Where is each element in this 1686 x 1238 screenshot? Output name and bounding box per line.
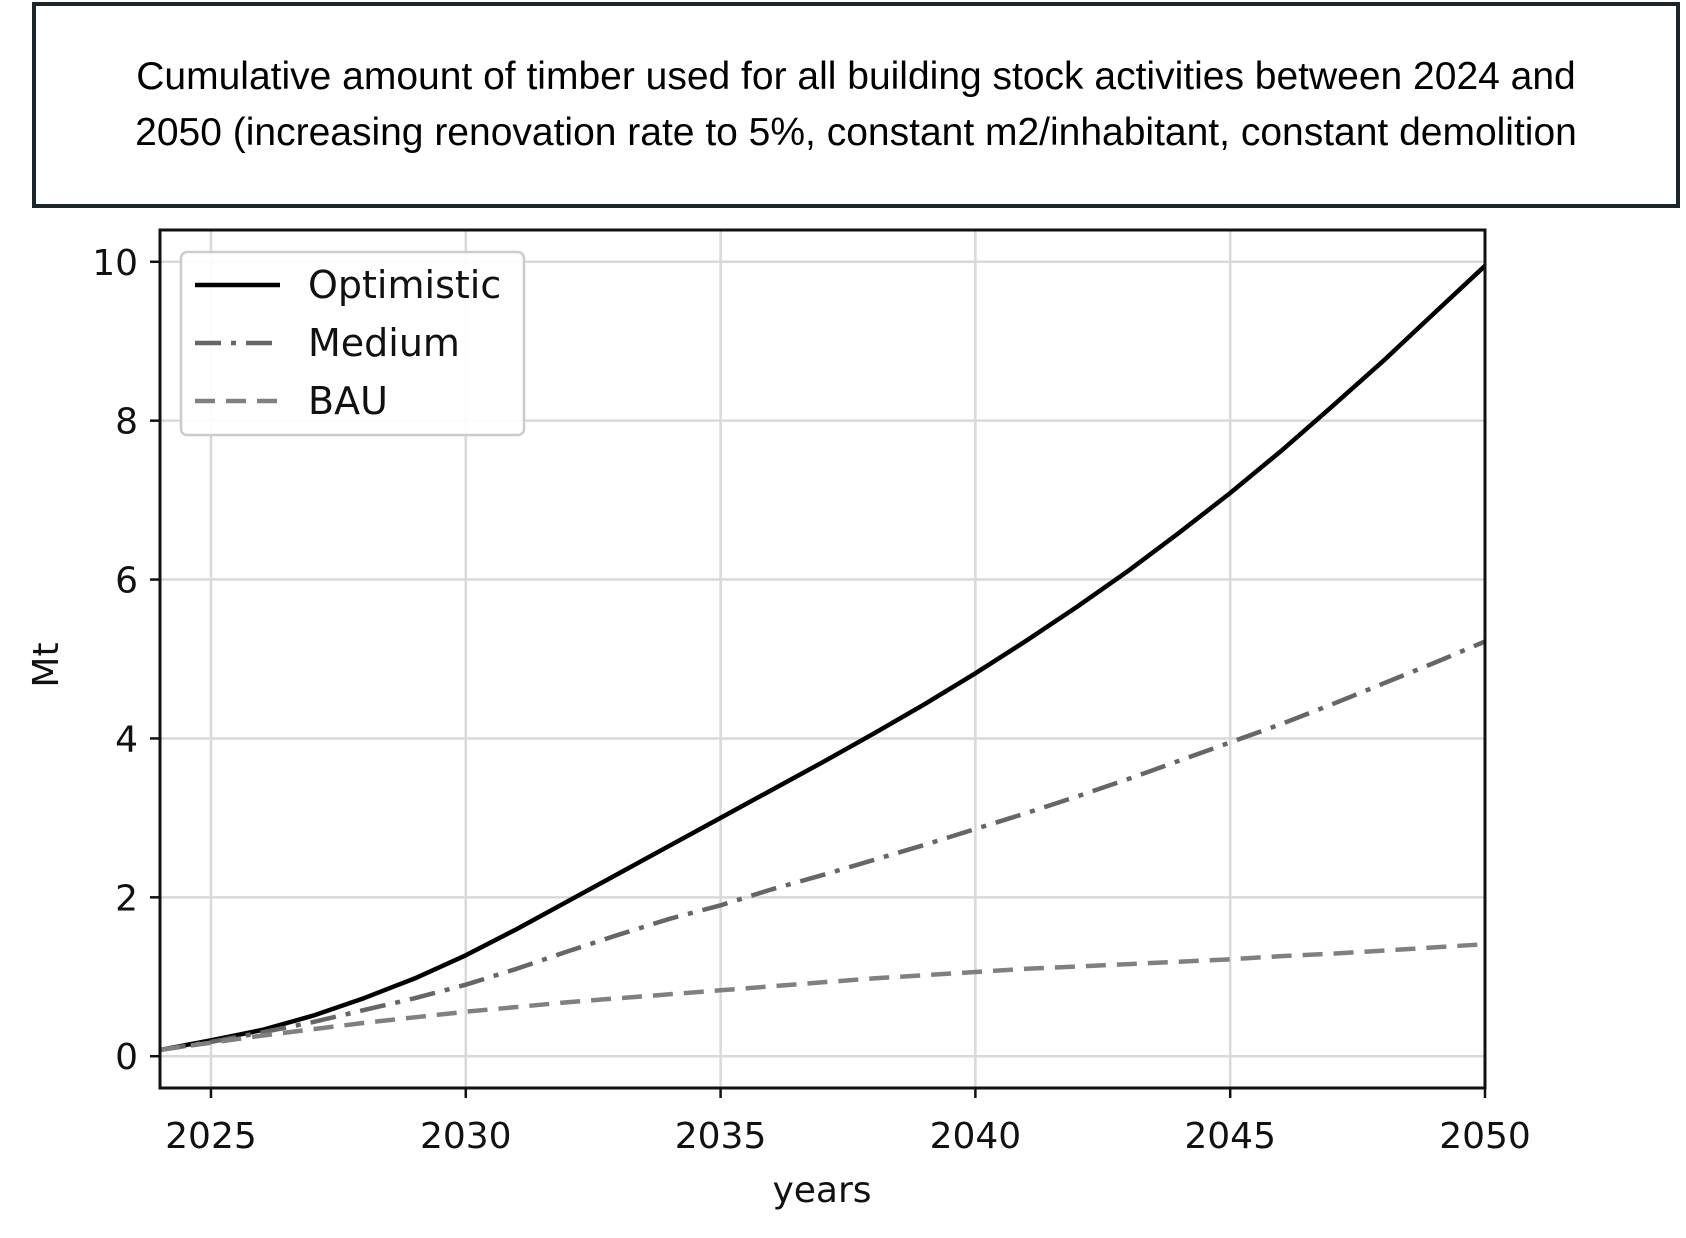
x-tick-label: 2040 [930, 1116, 1022, 1157]
legend-frame [179, 250, 526, 437]
chart-title-box: Cumulative amount of timber used for all… [32, 2, 1680, 208]
y-tick-label: 4 [115, 719, 138, 760]
y-tick-label: 10 [92, 243, 138, 284]
x-tick-label: 2030 [420, 1116, 512, 1157]
x-tick-label: 2025 [165, 1116, 257, 1157]
axis-ticks: 2025 2030 2035 2040 2045 2050 0 2 4 6 8 10 [92, 243, 1531, 1157]
series-lines [159, 264, 1487, 1053]
legend-label-bau: BAU [308, 379, 388, 423]
x-tick-label: 2045 [1184, 1116, 1276, 1157]
y-axis-label: Mt [26, 642, 67, 687]
x-tick-label: 2050 [1439, 1116, 1531, 1157]
series-line-optimistic [159, 264, 1487, 1053]
x-axis-label: years [772, 1170, 871, 1211]
x-tick-label: 2035 [675, 1116, 767, 1157]
legend-label-medium: Medium [308, 321, 460, 365]
plot-frame [158, 228, 1487, 1090]
y-tick-label: 6 [115, 561, 138, 602]
y-tick-label: 2 [115, 878, 138, 919]
series-line-medium [159, 639, 1486, 1053]
chart-title: Cumulative amount of timber used for all… [135, 55, 1577, 154]
y-tick-label: 0 [115, 1037, 138, 1078]
y-tick-label: 8 [115, 402, 138, 443]
series-line-bau [159, 941, 1486, 1053]
legend: Optimistic Medium BAU [179, 250, 526, 437]
legend-label-optimistic: Optimistic [308, 263, 501, 307]
